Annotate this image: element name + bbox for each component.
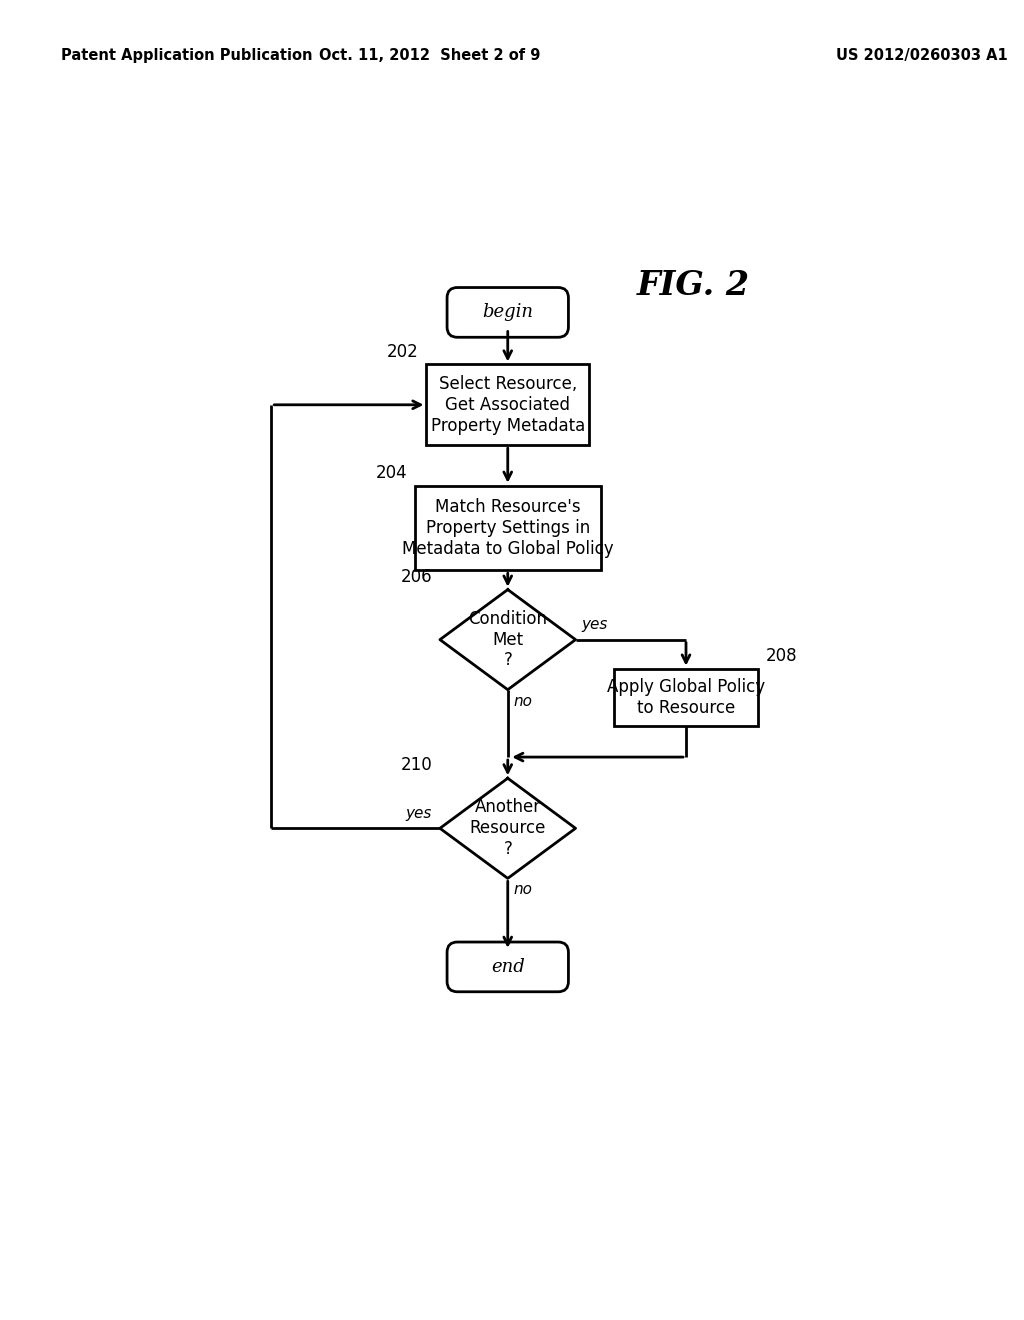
Text: yes: yes — [582, 616, 608, 632]
Text: Select Resource,
Get Associated
Property Metadata: Select Resource, Get Associated Property… — [431, 375, 585, 434]
Text: no: no — [514, 693, 532, 709]
Text: end: end — [490, 958, 524, 975]
Text: Patent Application Publication: Patent Application Publication — [61, 48, 313, 62]
Text: Apply Global Policy
to Resource: Apply Global Policy to Resource — [607, 678, 765, 717]
Text: 210: 210 — [400, 756, 432, 775]
Polygon shape — [440, 779, 575, 878]
Text: 208: 208 — [765, 647, 797, 665]
Text: US 2012/0260303 A1: US 2012/0260303 A1 — [836, 48, 1008, 62]
Text: 204: 204 — [376, 463, 407, 482]
Polygon shape — [440, 590, 575, 689]
Text: 202: 202 — [387, 342, 419, 360]
Text: Condition
Met
?: Condition Met ? — [468, 610, 547, 669]
FancyBboxPatch shape — [447, 942, 568, 991]
Text: Another
Resource
?: Another Resource ? — [470, 799, 546, 858]
Text: begin: begin — [482, 304, 534, 321]
FancyBboxPatch shape — [447, 288, 568, 338]
Text: Oct. 11, 2012  Sheet 2 of 9: Oct. 11, 2012 Sheet 2 of 9 — [319, 48, 541, 62]
Bar — [426, 364, 589, 445]
Text: FIG. 2: FIG. 2 — [637, 269, 751, 302]
Text: 206: 206 — [400, 568, 432, 586]
Bar — [614, 668, 758, 726]
Text: no: no — [514, 882, 532, 898]
Text: yes: yes — [406, 805, 432, 821]
Text: Match Resource's
Property Settings in
Metadata to Global Policy: Match Resource's Property Settings in Me… — [402, 498, 613, 558]
Bar — [415, 486, 601, 570]
